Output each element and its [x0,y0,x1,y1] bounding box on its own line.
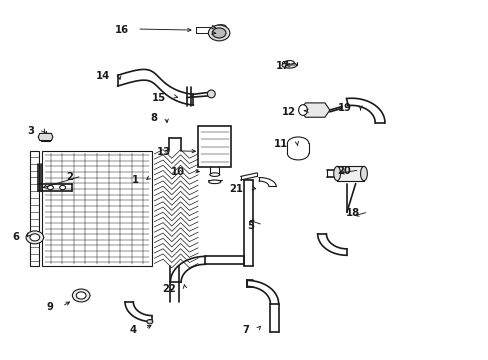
Text: 1: 1 [131,175,139,185]
Circle shape [47,185,53,190]
Ellipse shape [208,180,221,184]
Text: 19: 19 [337,103,351,113]
Text: 7: 7 [242,325,249,335]
Circle shape [30,234,40,241]
Circle shape [76,292,86,299]
Text: 18: 18 [345,208,359,218]
Text: 12: 12 [281,107,295,117]
Ellipse shape [333,166,340,181]
Text: 8: 8 [150,113,158,123]
Circle shape [60,185,65,190]
Text: –: – [168,284,173,294]
Ellipse shape [216,25,225,28]
Text: 14: 14 [96,71,110,81]
Text: 20: 20 [336,166,350,176]
Bar [198,126,231,167]
Text: 10: 10 [171,167,184,177]
Text: 2: 2 [66,172,73,182]
Circle shape [72,289,90,302]
Text: 4: 4 [129,325,136,335]
Text: 13: 13 [156,147,170,157]
Text: 6: 6 [12,232,19,242]
Text: 16: 16 [114,25,128,35]
Text: 21: 21 [229,184,243,194]
Bar [336,166,363,181]
Ellipse shape [209,173,219,176]
Bar [30,151,39,266]
Text: 15: 15 [151,93,165,103]
Polygon shape [300,103,329,117]
Polygon shape [38,134,53,140]
Text: 5: 5 [247,221,254,231]
Ellipse shape [298,105,307,116]
Circle shape [208,25,229,41]
Ellipse shape [360,166,366,181]
Bar [42,151,152,266]
Ellipse shape [284,60,294,64]
Text: 3: 3 [27,126,34,135]
Text: 17: 17 [275,61,289,71]
Circle shape [26,231,43,244]
Circle shape [212,28,225,38]
Text: 9: 9 [46,302,53,312]
Circle shape [147,319,153,324]
Ellipse shape [207,90,215,98]
Ellipse shape [282,62,296,68]
Text: 22: 22 [162,284,176,294]
Text: 11: 11 [274,139,288,149]
